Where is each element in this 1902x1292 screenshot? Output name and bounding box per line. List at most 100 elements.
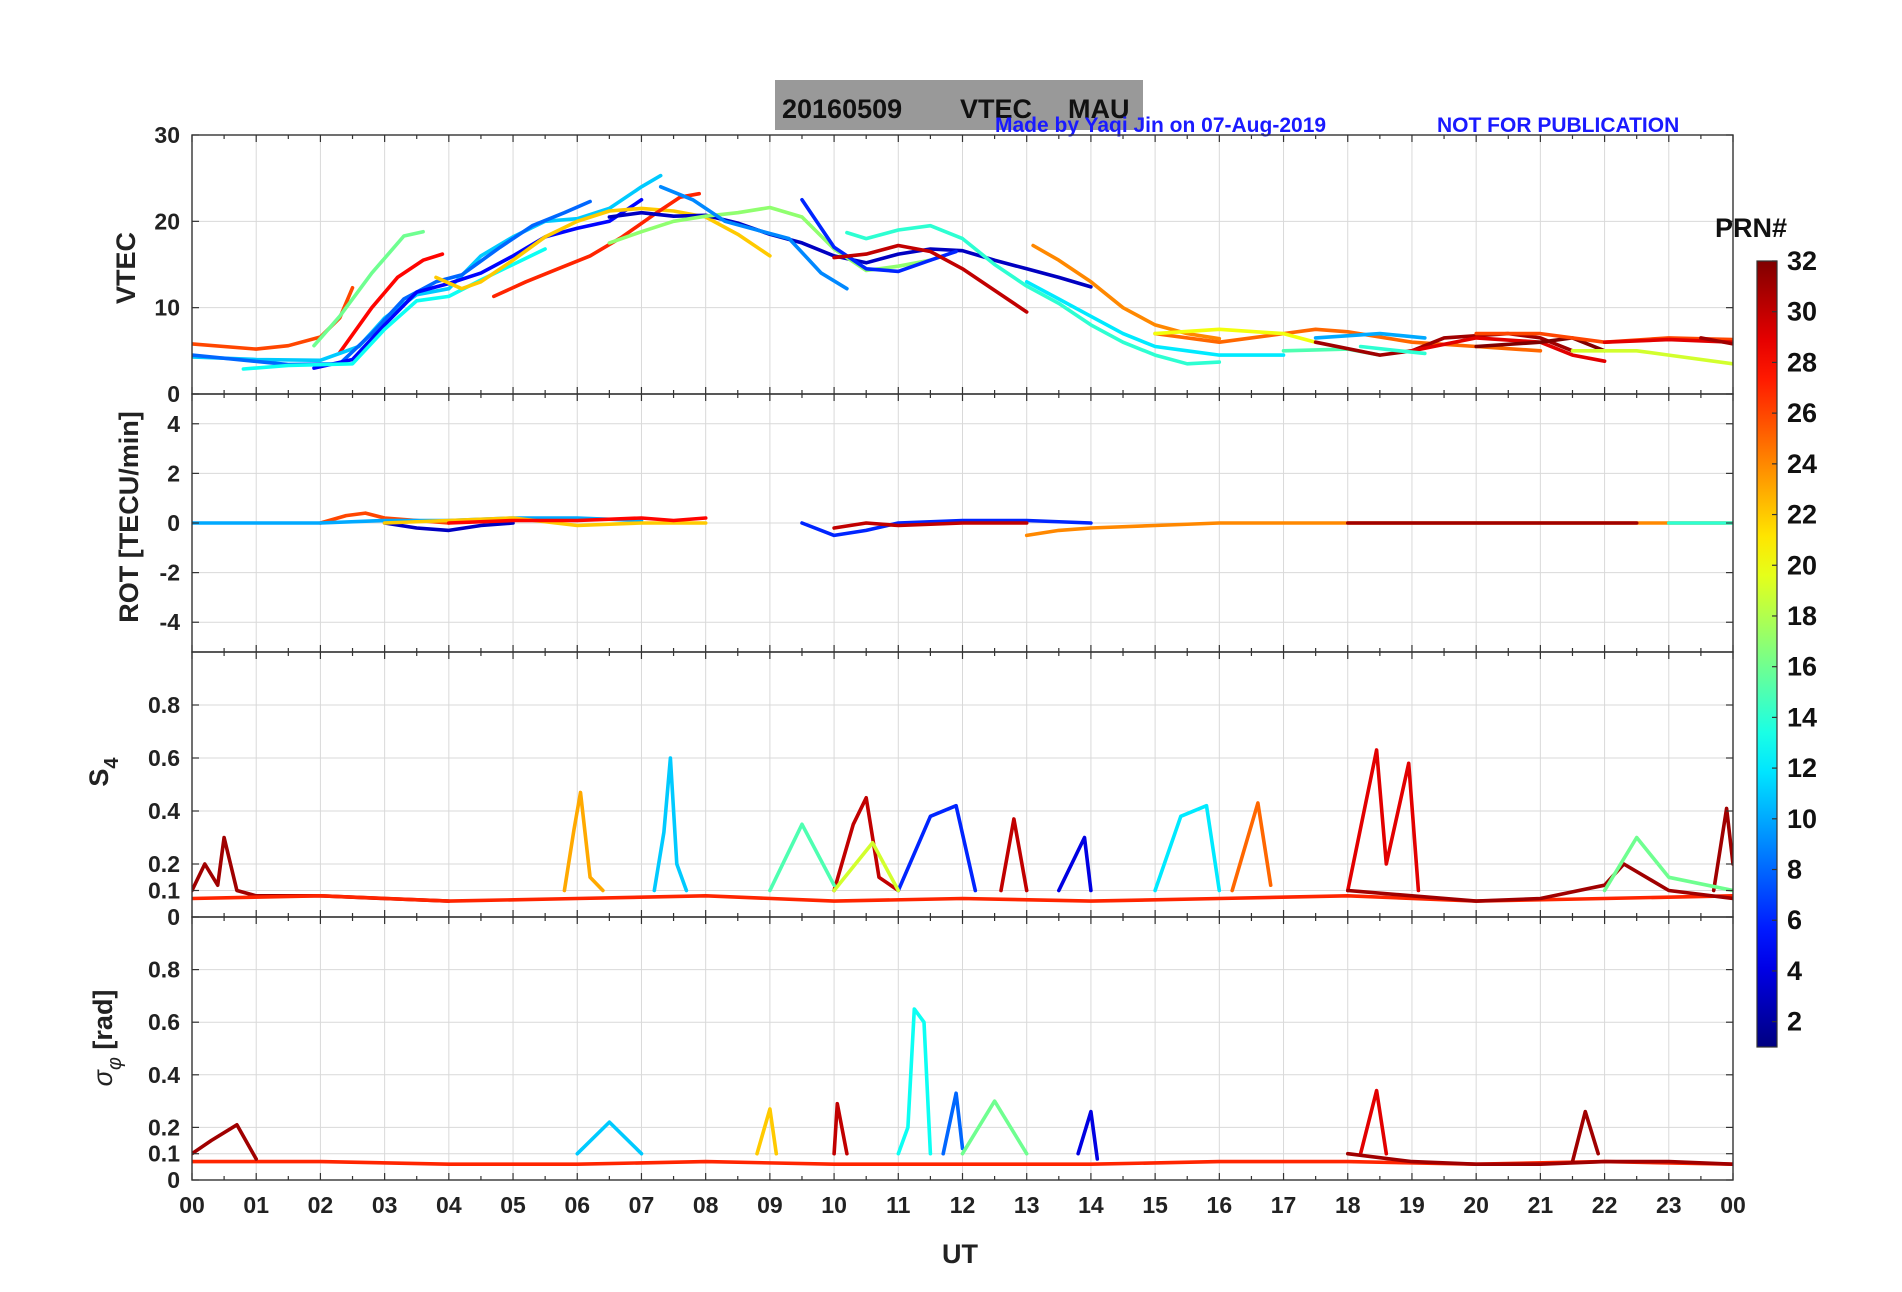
x-tick-label: 10 <box>821 1192 847 1218</box>
sigma-unit: [rad] <box>88 990 118 1058</box>
sigma_phi-trace-prn-11 <box>575 1120 644 1156</box>
rot-ylabel: ROT [TECU/min] <box>114 411 144 622</box>
vtec-trace-prn-20 <box>1153 327 1318 344</box>
s4-grid <box>191 652 1734 918</box>
colorbar-tick-label: 4 <box>1787 956 1802 986</box>
x-tick-label: 06 <box>564 1192 590 1218</box>
vtec-trace-prn-3 <box>607 210 1093 289</box>
sigma_phi-ytick-label: 0.4 <box>148 1062 180 1088</box>
x-tick-label: 00 <box>1720 1192 1746 1218</box>
colorbar-tick-label: 26 <box>1787 398 1817 428</box>
rot-ytick-label: 2 <box>167 460 180 486</box>
x-tick-label: 12 <box>950 1192 976 1218</box>
colorbar-tick-label: 14 <box>1787 702 1817 732</box>
s4-ytick-label: 0.2 <box>148 851 180 877</box>
x-tick-label: 11 <box>886 1192 911 1218</box>
credit-notice: NOT FOR PUBLICATION <box>1437 114 1679 137</box>
x-tick-label: 13 <box>1014 1192 1040 1218</box>
vtec-grid <box>191 134 1734 395</box>
vtec-trace-prn-28 <box>337 252 445 355</box>
sigma_phi-trace-prn-13 <box>896 1007 933 1156</box>
sigma_phi-trace-prn-31 <box>192 1123 258 1161</box>
rot-trace-prn-24 <box>1024 521 1733 538</box>
x-tick-label: 07 <box>629 1192 655 1218</box>
vtec-trace-prn-25 <box>1153 327 1543 353</box>
sigma_phi-trace-prn-22 <box>755 1107 779 1156</box>
vtec-trace-prn-14 <box>845 223 1222 366</box>
sigma_phi-trace-prn-29 <box>1358 1088 1389 1156</box>
x-tick-label: 17 <box>1271 1192 1297 1218</box>
colorbar-tick-label: 30 <box>1787 297 1817 327</box>
credit-author: Made by Yaqi Jin on 07-Aug-2019 <box>995 114 1326 137</box>
x-tick-label: 14 <box>1078 1192 1104 1218</box>
s4-trace-prn-6 <box>896 803 978 893</box>
s4-trace-prn-11 <box>652 756 689 893</box>
s4-trace-prn-30 <box>999 817 1029 893</box>
s4-trace-prn-19 <box>832 841 901 893</box>
x-tick-label: 18 <box>1335 1192 1361 1218</box>
title-quantity: VTEC <box>960 94 1032 124</box>
vtec-trace-prn-14 <box>1358 344 1427 356</box>
x-tick-label: 20 <box>1463 1192 1489 1218</box>
vtec-panel: 0 10 20 30 <box>154 122 1734 407</box>
colorbar-tick-label: 10 <box>1787 804 1817 834</box>
vtec-trace-prn-6 <box>800 198 958 274</box>
vtec-ytick-label: 0 <box>167 381 180 407</box>
x-tick-label: 02 <box>308 1192 334 1218</box>
s4-trace-prn-15 <box>768 822 836 893</box>
colorbar-tick-label: 22 <box>1787 500 1817 530</box>
sigma_phi-trace-prn-16 <box>960 1099 1029 1156</box>
x-tick-label: 22 <box>1592 1192 1618 1218</box>
s4-trace-prn-4 <box>1057 835 1093 893</box>
vtec-ylabel: VTEC <box>111 232 141 304</box>
sigma_phi-trace-prn-31 <box>1346 1151 1733 1166</box>
vtec-trace-prn-31 <box>1699 336 1733 346</box>
x-tick-label: 05 <box>500 1192 526 1218</box>
vtec-trace-prn-13 <box>241 247 547 371</box>
rot-trace-prn-28 <box>447 516 708 525</box>
s4-ytick-label: 0 <box>167 904 180 930</box>
vtec-traces <box>192 173 1733 371</box>
s4-ylabel-text: S4 <box>84 757 123 787</box>
vtec-trace-prn-12 <box>1024 280 1286 357</box>
vtec-trace-prn-9 <box>658 185 849 291</box>
x-tick-label: 16 <box>1207 1192 1233 1218</box>
colorbar-tick-label: 12 <box>1787 753 1817 783</box>
colorbar-tick-label: 28 <box>1787 347 1817 377</box>
rot-trace-prn-3 <box>382 521 515 533</box>
s4-trace-prn-31 <box>1711 806 1733 893</box>
sigma_phi-trace-prn-8 <box>941 1091 965 1156</box>
colorbar-tick-label: 2 <box>1787 1007 1802 1037</box>
colorbar-tick-label: 32 <box>1787 246 1817 276</box>
vtec-trace-prn-30 <box>832 243 1029 314</box>
s4-panel: 00.10.2 0.4 0.6 0.8 <box>148 651 1734 930</box>
vtec-trace-prn-10 <box>1313 331 1427 340</box>
vtec-trace-prn-32 <box>1474 336 1607 353</box>
sigma_phi-ticks <box>191 917 1734 1181</box>
colorbar-tick-label: 8 <box>1787 855 1802 885</box>
colorbar-title: PRN# <box>1715 213 1787 243</box>
rot-ytick-label: 4 <box>167 411 180 437</box>
sigma_phi-trace-prn-4 <box>1076 1109 1100 1161</box>
rot-ytick-label: 0 <box>167 510 180 536</box>
x-tick-label: 15 <box>1142 1192 1168 1218</box>
sigma_phi-ytick-label: 0.8 <box>148 957 180 983</box>
x-tick-label: 01 <box>243 1192 269 1218</box>
colorbar-tick-label: 24 <box>1787 449 1817 479</box>
s4-trace-prn-23 <box>562 790 605 893</box>
s4-trace-prn-30 <box>832 796 901 893</box>
vtec-trace-prn-24 <box>1031 243 1222 341</box>
sigma_phi-trace-prn-30 <box>832 1101 849 1156</box>
s4-trace-prn-25 <box>1230 801 1273 893</box>
rot-ytick-label: -2 <box>160 560 180 586</box>
s4-trace-prn-31 <box>1346 862 1733 903</box>
s4-trace-prn-16 <box>1602 835 1733 893</box>
sigma_phi-trace-prn-31 <box>1570 1109 1600 1164</box>
sigma_phi-traces <box>192 1007 1733 1166</box>
x-axis-label: UT <box>942 1239 978 1269</box>
sigma_phi-ytick-label: 0.2 <box>148 1114 180 1140</box>
rot-ytick-label: -4 <box>160 609 181 635</box>
vtec-trace-prn-19 <box>1570 349 1733 366</box>
